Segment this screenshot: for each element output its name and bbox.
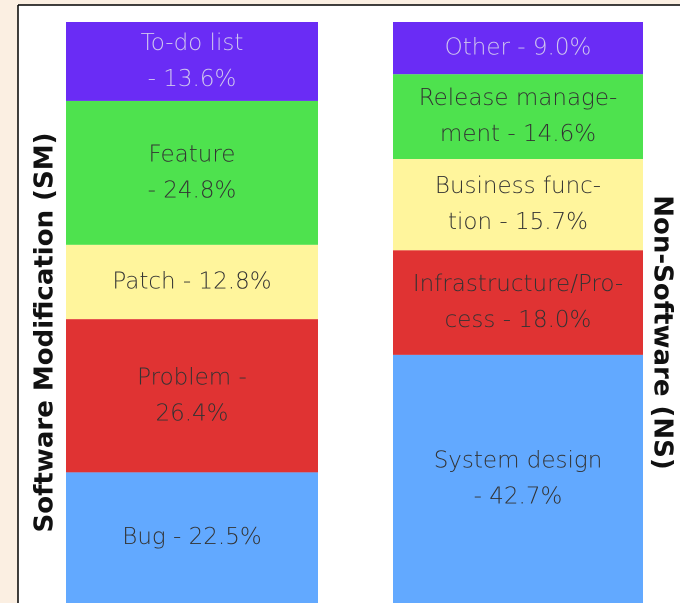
segment-label: - 42.7%: [474, 483, 563, 509]
segment: [393, 159, 643, 251]
segment: [393, 74, 643, 160]
segment-label: System design: [434, 447, 603, 473]
segment: [66, 100, 318, 245]
segment-label: - 24.8%: [148, 177, 237, 203]
column-title: Non-Software (NS): [648, 195, 678, 470]
segment: [66, 472, 318, 603]
segment-label: ment - 14.6%: [440, 121, 596, 147]
segment-label: Other - 9.0%: [445, 35, 592, 61]
segment: [393, 354, 643, 603]
segment-label: Bug - 22.5%: [122, 524, 261, 550]
segment-label: Problem -: [137, 364, 247, 390]
segment: [66, 22, 318, 101]
segment-label: Patch - 12.8%: [112, 269, 271, 295]
segment-label: Feature: [149, 141, 236, 167]
segment-label: - 13.6%: [148, 66, 237, 92]
segment-label: cess - 18.0%: [445, 307, 592, 333]
segment-label: 26.4%: [155, 400, 228, 426]
segment: [66, 244, 318, 320]
segment: [66, 319, 318, 473]
segment-label: tion - 15.7%: [448, 209, 588, 235]
segment-label: Business func-: [435, 173, 601, 199]
segment: [393, 250, 643, 355]
segment-label: To-do list: [141, 30, 244, 56]
segment: [393, 22, 643, 75]
segment-label: Infrastructure/Pro-: [413, 271, 623, 297]
column-title: Software Modification (SM): [30, 132, 60, 532]
segment-label: Release manage-: [419, 85, 618, 111]
